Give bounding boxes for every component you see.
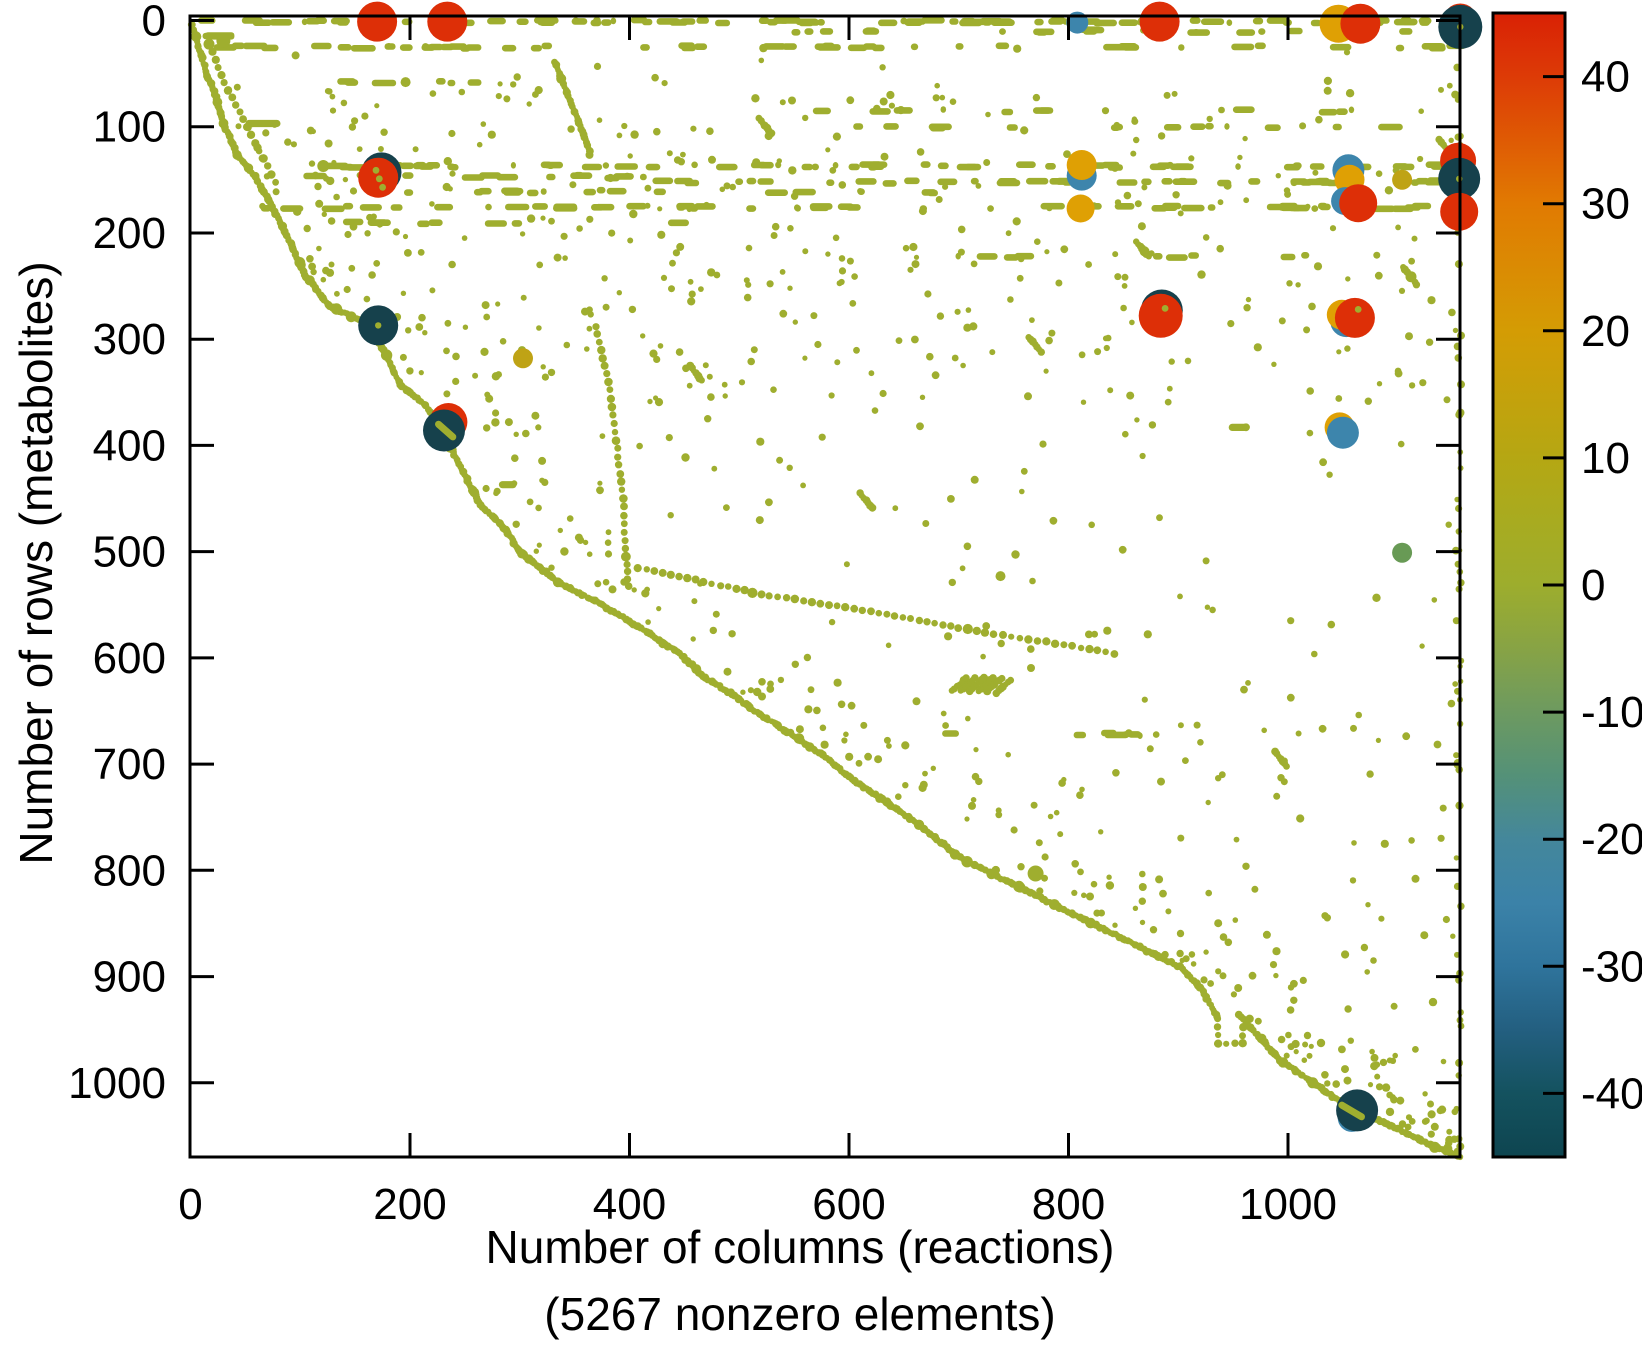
colorbar-tick-label: -30 xyxy=(1581,942,1642,991)
colorbar-tick-label: -10 xyxy=(1581,688,1642,737)
colorbar: 40 30 20 10 0 -10 -20 -30 -40 xyxy=(1491,11,1642,1159)
colorbar-tick-label: 20 xyxy=(1581,307,1630,356)
colorbar-tick-label: 10 xyxy=(1581,434,1630,483)
x-tick-label: 800 xyxy=(1032,1180,1105,1229)
x-tick-label: 1000 xyxy=(1239,1180,1337,1229)
y-tick-label: 200 xyxy=(93,209,166,258)
colorbar-tick-label: 0 xyxy=(1581,561,1605,610)
y-axis-title: Number of rows (metabolites) xyxy=(10,261,62,865)
axes-frame xyxy=(188,14,1462,1159)
y-tick-label: 0 xyxy=(142,0,166,46)
y-tick-label: 500 xyxy=(93,528,166,577)
colorbar-tick-label: 40 xyxy=(1581,53,1630,102)
x-tick-label: 400 xyxy=(593,1180,666,1229)
x-tick-label: 200 xyxy=(373,1180,446,1229)
x-axis-subtitle: (5267 nonzero elements) xyxy=(544,1288,1056,1340)
colorbar-tick-label: 30 xyxy=(1581,180,1630,229)
y-tick-label: 400 xyxy=(93,421,166,470)
y-tick-label: 100 xyxy=(93,103,166,152)
tick-labels: 0 200 400 600 800 1000 0 100 200 300 400 500 600 700 8… xyxy=(68,0,1337,1229)
y-tick-label: 800 xyxy=(93,846,166,895)
y-tick-label: 1000 xyxy=(68,1059,166,1108)
x-axis-title: Number of columns (reactions) xyxy=(485,1221,1115,1273)
colorbar-tick-label: -20 xyxy=(1581,815,1642,864)
y-tick-label: 300 xyxy=(93,315,166,364)
x-tick-label: 600 xyxy=(812,1180,885,1229)
y-tick-label: 700 xyxy=(93,740,166,789)
y-tick-label: 600 xyxy=(93,634,166,683)
y-tick-label: 900 xyxy=(93,953,166,1002)
x-tick-label: 0 xyxy=(178,1180,202,1229)
colorbar-tick-label: -40 xyxy=(1581,1069,1642,1118)
